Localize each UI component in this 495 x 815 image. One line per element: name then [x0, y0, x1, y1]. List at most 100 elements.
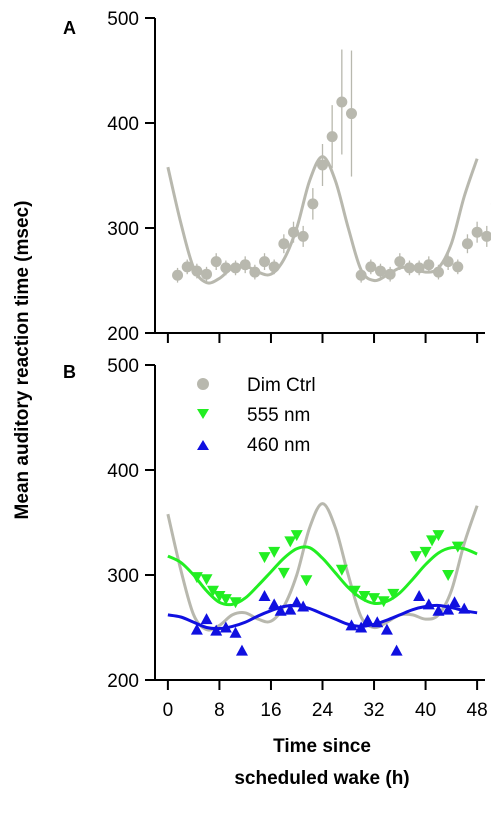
- legend-555nm-marker: [197, 409, 209, 419]
- x-tick-label: 40: [415, 700, 436, 721]
- fit-curve-dim-ctrl: [166, 502, 479, 632]
- data-point: [365, 261, 377, 273]
- x-tick-label: 32: [363, 700, 384, 721]
- data-point: [355, 269, 367, 281]
- data-point: [426, 535, 439, 547]
- data-point: [432, 604, 445, 616]
- y-tick-label: 300: [107, 566, 139, 587]
- data-point: [371, 616, 384, 628]
- data-point: [235, 644, 248, 656]
- data-point: [442, 603, 455, 615]
- y-tick-label: 300: [107, 219, 139, 240]
- data-point: [190, 623, 203, 635]
- panel-a-letter: A: [63, 18, 76, 38]
- data-point: [200, 613, 213, 625]
- data-point: [210, 256, 222, 268]
- legend-460nm-label: 460 nm: [247, 435, 310, 456]
- y-tick-label: 500: [107, 356, 139, 377]
- x-tick-label: 8: [214, 700, 225, 721]
- panel-a-axes: 200 300 400 500: [107, 9, 485, 345]
- data-point: [268, 261, 280, 273]
- data-point: [181, 261, 193, 273]
- data-point: [274, 604, 287, 616]
- data-point: [249, 266, 261, 278]
- data-point: [348, 585, 361, 597]
- data-point: [300, 575, 313, 587]
- panel-a-points: [172, 49, 491, 283]
- data-point: [268, 546, 281, 558]
- data-point: [432, 266, 444, 278]
- data-point: [387, 588, 400, 600]
- legend-555nm-label: 555 nm: [247, 405, 310, 426]
- data-point: [258, 590, 271, 601]
- data-point: [307, 198, 319, 210]
- data-point: [448, 596, 461, 608]
- data-point: [345, 619, 358, 631]
- panel-a: A 200 300 400 500: [63, 9, 491, 345]
- data-point: [335, 564, 348, 576]
- legend: Dim Ctrl 555 nm 460 nm: [197, 375, 316, 456]
- data-point: [368, 593, 381, 605]
- data-point: [278, 238, 290, 250]
- data-point: [210, 624, 223, 636]
- x-axis-title-line1: Time since: [273, 736, 371, 757]
- y-tick-label: 200: [107, 671, 139, 692]
- data-point: [297, 600, 310, 612]
- data-point: [190, 572, 203, 584]
- panel-b: B 200 300 400 500 0 8 16 24 32 40 48: [63, 356, 488, 721]
- data-point: [461, 238, 473, 250]
- data-point: [288, 226, 300, 238]
- data-point: [355, 621, 368, 633]
- panel-b-axes: 200 300 400 500 0 8 16 24 32 40 48: [107, 356, 487, 721]
- panel-b-letter: B: [63, 362, 76, 382]
- data-point: [284, 536, 297, 548]
- data-point: [258, 552, 271, 564]
- data-point: [213, 591, 226, 602]
- data-point: [290, 596, 303, 608]
- data-point: [361, 614, 374, 626]
- data-point: [317, 159, 328, 171]
- data-point: [403, 262, 415, 274]
- data-point: [230, 262, 242, 274]
- data-point: [384, 268, 396, 280]
- legend-460nm-marker: [197, 440, 209, 450]
- data-point: [419, 546, 432, 558]
- y-tick-label: 400: [107, 461, 139, 482]
- data-point: [219, 621, 232, 633]
- data-point: [277, 567, 290, 579]
- x-tick-label: 16: [260, 700, 281, 721]
- data-point: [451, 541, 464, 553]
- data-point: [220, 262, 232, 274]
- panel-b-fit: [166, 502, 479, 632]
- data-point: [284, 603, 297, 615]
- data-point: [206, 585, 219, 597]
- data-point: [172, 269, 184, 281]
- data-point: [259, 256, 271, 268]
- data-point: [390, 644, 403, 656]
- y-tick-label: 500: [107, 9, 139, 30]
- legend-dim-ctrl-marker: [197, 378, 209, 390]
- data-point: [442, 570, 455, 581]
- data-point: [345, 108, 357, 120]
- data-point: [490, 203, 491, 205]
- data-point: [458, 602, 471, 614]
- data-point: [297, 230, 309, 242]
- data-point: [239, 259, 251, 271]
- data-point: [268, 598, 281, 610]
- x-tick-label: 0: [163, 700, 174, 721]
- data-point: [413, 262, 425, 274]
- data-point: [377, 596, 390, 608]
- y-axis-title: Mean auditory reaction time (msec): [12, 201, 33, 520]
- data-point: [471, 226, 483, 238]
- data-point: [380, 623, 393, 635]
- data-point: [326, 131, 338, 143]
- data-point: [481, 230, 491, 242]
- y-tick-label: 400: [107, 114, 139, 135]
- data-point: [229, 597, 242, 609]
- fit-curve-555-nm: [167, 545, 478, 607]
- y-tick-label: 200: [107, 324, 139, 345]
- panel-b-points: [190, 530, 471, 656]
- x-tick-label: 24: [312, 700, 334, 721]
- data-point: [201, 268, 213, 280]
